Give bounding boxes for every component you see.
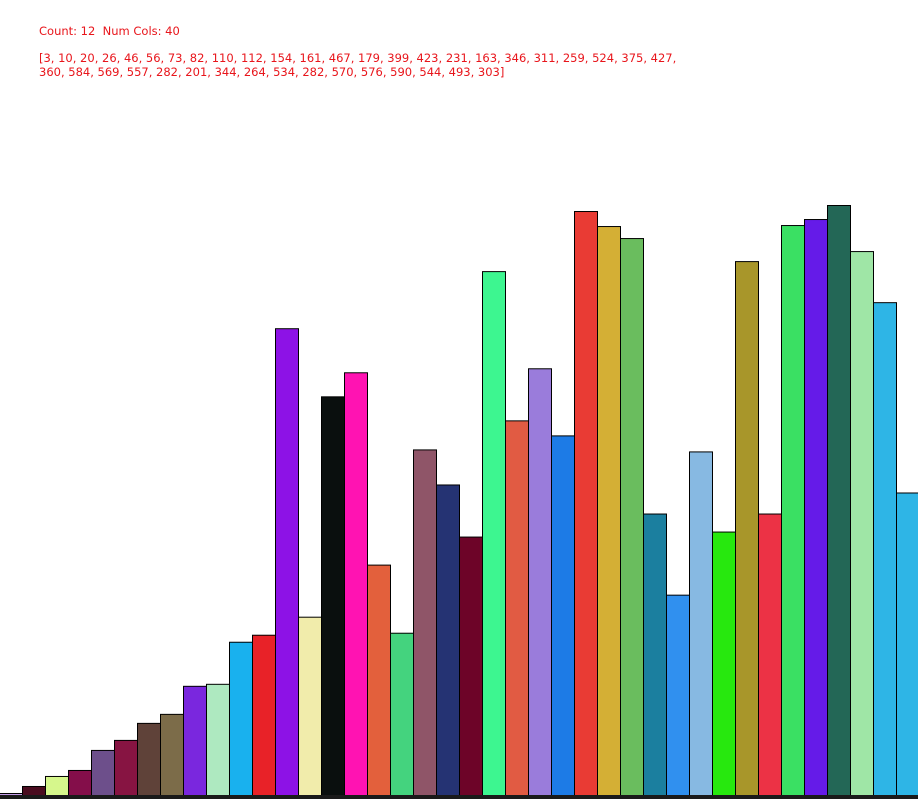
bar-30: [666, 594, 690, 797]
bar-13: [275, 328, 299, 797]
bar-20: [436, 484, 460, 797]
bar-33: [735, 261, 759, 797]
bar-28: [620, 238, 644, 798]
bar-39: [873, 302, 897, 797]
bar-38: [850, 251, 874, 798]
bar-25: [551, 435, 575, 797]
bar-22: [482, 271, 506, 797]
bar-10: [206, 683, 230, 798]
bar-23: [505, 420, 529, 797]
bar-36: [804, 219, 828, 797]
bar-series: [0, 205, 918, 798]
bar-4: [68, 769, 92, 797]
bar-11: [229, 641, 253, 797]
bar-9: [183, 685, 207, 797]
count-label: Count: 12 Num Cols: 40: [39, 24, 180, 38]
bar-21: [459, 536, 483, 798]
bar-24: [528, 368, 552, 797]
bar-8: [160, 713, 184, 798]
array-values-line-2: 360, 584, 569, 557, 282, 201, 344, 264, …: [39, 65, 505, 79]
bar-7: [137, 722, 161, 798]
bar-19: [413, 449, 437, 797]
bar-6: [114, 739, 138, 798]
bar-37: [827, 205, 851, 797]
bar-31: [689, 451, 713, 797]
array-values-line-1: [3, 10, 20, 26, 46, 56, 73, 82, 110, 112…: [39, 51, 677, 65]
bar-16: [344, 372, 368, 797]
bar-32: [712, 531, 736, 797]
bar-34: [758, 513, 782, 797]
bar-2: [22, 785, 46, 797]
bar-18: [390, 632, 414, 798]
bar-15: [321, 396, 345, 797]
bar-35: [781, 225, 805, 798]
bar-29: [643, 513, 667, 797]
bar-12: [252, 634, 276, 797]
bar-17: [367, 564, 391, 797]
bar-3: [45, 775, 69, 798]
bar-14: [298, 616, 322, 797]
bar-26: [574, 211, 598, 797]
bar-27: [597, 226, 621, 798]
chart-baseline: [0, 795, 918, 799]
bar-5: [91, 749, 115, 798]
bar-40: [896, 492, 918, 797]
